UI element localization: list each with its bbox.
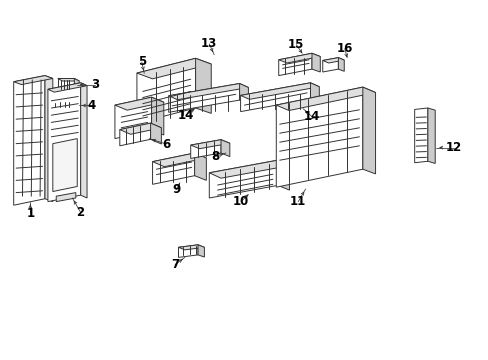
Text: 12: 12 [445,141,461,154]
Polygon shape [195,58,211,113]
Polygon shape [168,84,239,112]
Polygon shape [137,58,211,79]
Polygon shape [414,108,427,163]
Polygon shape [276,87,362,187]
Polygon shape [58,78,74,91]
Polygon shape [198,245,204,257]
Polygon shape [120,123,150,146]
Text: 14: 14 [303,110,320,123]
Polygon shape [209,160,289,178]
Polygon shape [427,108,434,163]
Polygon shape [14,76,53,85]
Polygon shape [194,153,206,180]
Polygon shape [240,83,310,112]
Text: 3: 3 [91,78,99,91]
Polygon shape [190,140,221,158]
Polygon shape [53,139,77,192]
Polygon shape [240,83,319,99]
Polygon shape [137,58,195,123]
Polygon shape [338,58,344,71]
Polygon shape [151,97,163,135]
Polygon shape [14,76,45,205]
Polygon shape [48,83,87,92]
Text: 11: 11 [289,195,306,208]
Polygon shape [150,123,161,144]
Polygon shape [276,87,375,111]
Text: 8: 8 [211,150,219,163]
Polygon shape [239,84,248,104]
Polygon shape [322,58,344,63]
Polygon shape [178,245,204,250]
Text: 13: 13 [201,37,217,50]
Text: 16: 16 [336,42,352,55]
Polygon shape [221,140,229,157]
Polygon shape [115,97,163,110]
Text: 10: 10 [232,195,249,208]
Polygon shape [311,53,320,72]
Polygon shape [152,153,206,167]
Text: 14: 14 [177,109,194,122]
Polygon shape [74,78,79,93]
Polygon shape [50,102,76,105]
Text: 9: 9 [172,183,180,196]
Polygon shape [278,53,320,63]
Polygon shape [56,193,76,202]
Polygon shape [310,83,319,103]
Text: 5: 5 [138,55,145,68]
Polygon shape [50,102,72,108]
Text: 15: 15 [287,38,304,51]
Text: 4: 4 [88,99,96,112]
Polygon shape [178,245,198,257]
Polygon shape [58,78,79,81]
Text: 2: 2 [77,206,84,219]
Polygon shape [209,160,277,198]
Polygon shape [168,84,248,100]
Polygon shape [278,53,311,76]
Polygon shape [120,123,161,134]
Polygon shape [277,160,289,190]
Polygon shape [362,87,375,174]
Text: 6: 6 [162,138,170,150]
Polygon shape [81,83,87,198]
Polygon shape [48,83,81,202]
Polygon shape [45,76,53,202]
Polygon shape [322,58,338,72]
Polygon shape [190,140,229,149]
Text: 1: 1 [26,207,34,220]
Text: 7: 7 [171,258,179,271]
Polygon shape [152,153,194,184]
Polygon shape [115,97,151,139]
Polygon shape [72,102,76,109]
